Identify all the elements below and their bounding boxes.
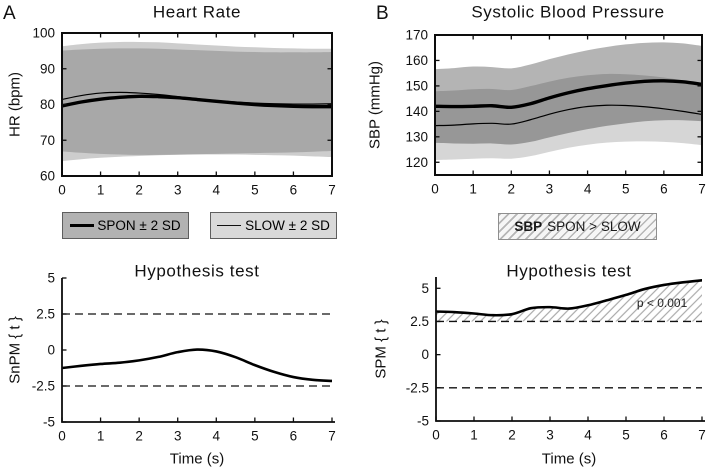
x-tick-label: 0 (58, 429, 66, 444)
legend-sbp-rest-label: SPON > SLOW (547, 219, 641, 234)
curve-slow (435, 104, 702, 127)
y-tick-label: 100 (32, 26, 55, 41)
x-tick-label: 7 (328, 429, 336, 444)
legend-slow: SLOW ± 2 SD (210, 212, 337, 239)
x-tick-label: 2 (508, 182, 516, 197)
legend-spon-label: SPON ± 2 SD (97, 218, 181, 233)
panel-systolic-blood-pressure: 0 1 2 3 4 5 6 7 120 130 140 150 160 170 Systolic Blood… (367, 3, 706, 197)
x-tick-label: 3 (174, 429, 182, 444)
y-tick-label: 0 (421, 347, 429, 362)
curve-snpm-t-statistic (62, 348, 332, 383)
slow-thin-line-swatch (217, 224, 242, 227)
x-tick-label: 5 (251, 429, 259, 444)
x-tick-label: 2 (135, 429, 143, 444)
p-value-annotation: p < 0.001 (637, 296, 688, 310)
x-tick-label: 1 (470, 428, 478, 443)
panel-heart-rate: 0 1 2 3 4 5 6 7 60 70 80 90 100 Heart Rate HR (bpm) (7, 3, 336, 198)
x-tick-label: 2 (508, 428, 516, 443)
x-tick-label: 6 (660, 182, 668, 197)
panel-title: Hypothesis test (506, 262, 631, 281)
x-tick-label: 4 (584, 428, 592, 443)
x-tick-label: 3 (546, 182, 554, 197)
x-tick-label: 3 (546, 428, 554, 443)
y-tick-label: 150 (405, 78, 428, 93)
x-tick-label: 7 (698, 428, 706, 443)
y-axis-label: SPM { t } (373, 319, 390, 378)
curve-spm-t-statistic (436, 279, 702, 317)
y-axis-label: SnPM { t } (7, 316, 24, 384)
x-tick-label: 7 (698, 182, 706, 197)
x-tick-label: 0 (58, 183, 66, 198)
x-axis-label: Time (s) (542, 451, 596, 468)
x-tick-label: 6 (660, 428, 668, 443)
x-tick-label: 6 (290, 183, 298, 198)
x-tick-label: 6 (290, 429, 298, 444)
legend-spon: SPON ± 2 SD (62, 212, 189, 239)
x-axis-label: Time (s) (170, 451, 224, 468)
y-tick-label: 5 (47, 271, 55, 286)
x-tick-label: 4 (213, 429, 221, 444)
panel-spm-test: 0 1 2 3 4 5 6 7 -5 -2.5 0 2.5 5 Hypothesis test SPM { … (373, 262, 706, 468)
x-tick-label: 5 (622, 428, 630, 443)
panel-title: Systolic Blood Pressure (471, 3, 664, 22)
x-tick-label: 1 (469, 182, 477, 197)
legend-slow-label: SLOW ± 2 SD (245, 218, 330, 233)
significance-region (436, 280, 702, 322)
y-tick-label: -5 (43, 415, 55, 430)
panel-a-letter: A (3, 3, 16, 24)
x-tick-label: 4 (213, 183, 221, 198)
x-tick-label: 1 (97, 183, 105, 198)
y-tick-label: 0 (47, 343, 55, 358)
x-tick-label: 1 (97, 429, 105, 444)
x-tick-label: 7 (328, 183, 336, 198)
curve-spon (435, 79, 702, 110)
panel-b-letter: B (376, 3, 389, 24)
y-tick-label: 140 (405, 104, 428, 119)
y-tick-label: 2.5 (36, 307, 55, 322)
x-tick-label: 3 (174, 183, 182, 198)
legend-sbp-bold-label: SBP (514, 219, 543, 234)
y-tick-label: 130 (405, 129, 428, 144)
y-tick-label: 5 (421, 281, 429, 296)
y-tick-label: 170 (405, 28, 428, 43)
curve-spon (62, 94, 332, 109)
y-tick-label: -2.5 (406, 380, 429, 395)
y-tick-label: 70 (40, 133, 55, 148)
band-spon---2-sd (62, 48, 332, 155)
x-tick-label: 5 (251, 183, 259, 198)
y-tick-label: 60 (40, 169, 55, 184)
panel-title: Hypothesis test (134, 262, 259, 281)
y-axis-label: SBP (mmHg) (367, 61, 384, 149)
y-tick-label: 80 (40, 97, 55, 112)
x-tick-label: 0 (432, 428, 440, 443)
x-tick-label: 0 (431, 182, 439, 197)
legend-sbp-effect: SBP SPON > SLOW (498, 213, 657, 240)
y-tick-label: -2.5 (32, 379, 55, 394)
y-tick-label: 120 (405, 155, 428, 170)
y-axis-label: HR (bpm) (7, 72, 24, 137)
y-tick-label: 160 (405, 53, 428, 68)
x-tick-label: 5 (622, 182, 630, 197)
panel-snpm-test: 0 1 2 3 4 5 6 7 -5 -2.5 0 2.5 5 Hypothesis test SnPM {… (7, 262, 336, 468)
x-tick-label: 2 (135, 183, 143, 198)
spon-thick-line-swatch (70, 223, 95, 228)
x-tick-label: 4 (584, 182, 592, 197)
plot-frame (434, 34, 703, 176)
y-tick-label: 90 (40, 61, 55, 76)
panel-title: Heart Rate (153, 3, 241, 22)
y-tick-label: 2.5 (410, 314, 429, 329)
y-tick-label: -5 (417, 414, 429, 429)
